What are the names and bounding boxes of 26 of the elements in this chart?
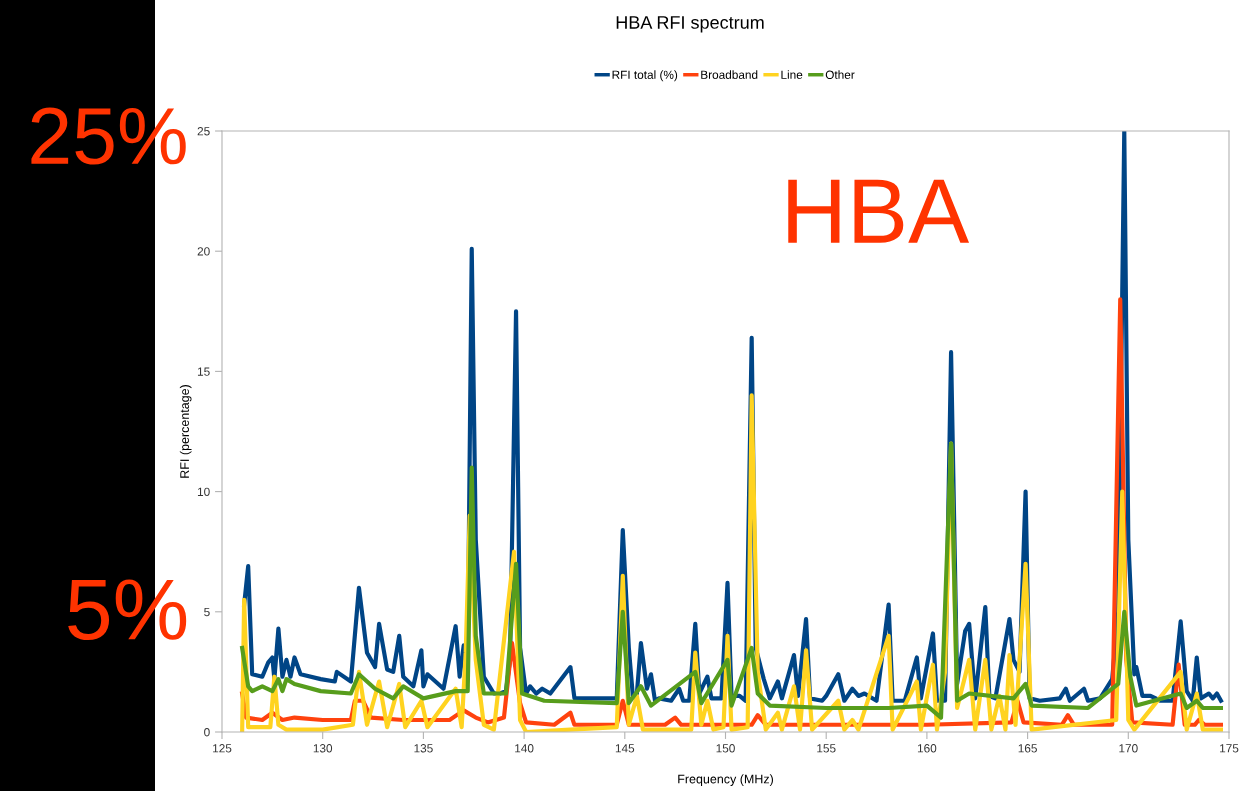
legend-label: Other (825, 70, 855, 79)
y-tick-label: 0 (204, 728, 210, 737)
x-tick-label: 150 (716, 744, 735, 753)
y-tick-label: 10 (197, 487, 210, 496)
x-tick-label: 165 (1018, 744, 1037, 753)
x-tick-label: 145 (615, 744, 635, 753)
x-tick-label: 140 (515, 744, 534, 753)
y-tick-label: 5 (204, 607, 210, 617)
legend-label: RFI total (%) (612, 70, 678, 82)
y-tick-label: 20 (197, 247, 210, 256)
x-axis-title: Frequency (MHz) (678, 774, 773, 786)
x-tick-label: 170 (1119, 744, 1138, 753)
x-tick-label: 125 (213, 744, 232, 753)
y-tick-label: 25 (197, 127, 210, 136)
x-tick-label: 155 (817, 744, 836, 753)
annotation: HBA (788, 179, 970, 243)
x-tick-label: 130 (313, 744, 333, 753)
x-tick-label: 160 (917, 744, 937, 753)
y-tick-label: 15 (197, 367, 210, 376)
x-tick-label: 175 (1220, 744, 1239, 753)
legend-label: Line (781, 70, 803, 79)
y-axis-title: RFI (percentage) (179, 385, 192, 478)
legend-label: Broadband (701, 70, 758, 79)
chart-title: HBA RFI spectrum (616, 16, 764, 33)
x-tick-label: 135 (414, 744, 433, 753)
line-series (240, 441, 1224, 720)
